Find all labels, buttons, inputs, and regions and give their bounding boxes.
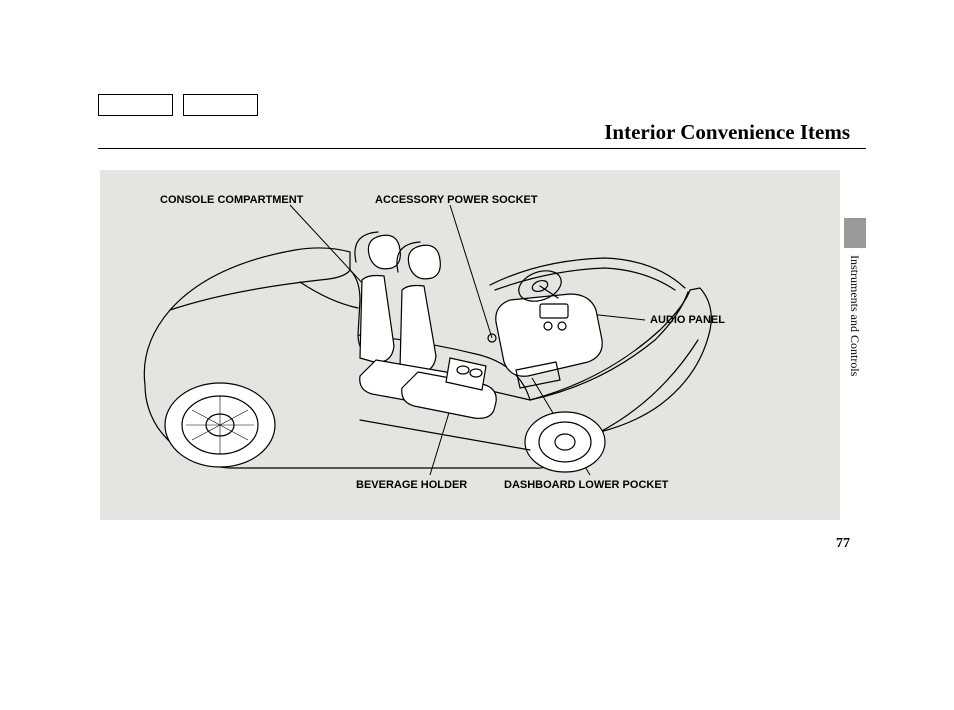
nav-box-2: [183, 94, 258, 116]
section-tab: [844, 218, 866, 248]
nav-box-1: [98, 94, 173, 116]
figure-panel: CONSOLE COMPARTMENT ACCESSORY POWER SOCK…: [100, 170, 840, 520]
section-label: Instruments and Controls: [847, 255, 862, 376]
title-rule: [98, 148, 866, 149]
car-cutaway-diagram: [100, 170, 840, 520]
page-title: Interior Convenience Items: [604, 120, 850, 145]
page-number: 77: [836, 536, 850, 552]
top-nav-boxes: [98, 94, 258, 116]
manual-page: Interior Convenience Items CONSOLE COMPA…: [0, 0, 954, 710]
